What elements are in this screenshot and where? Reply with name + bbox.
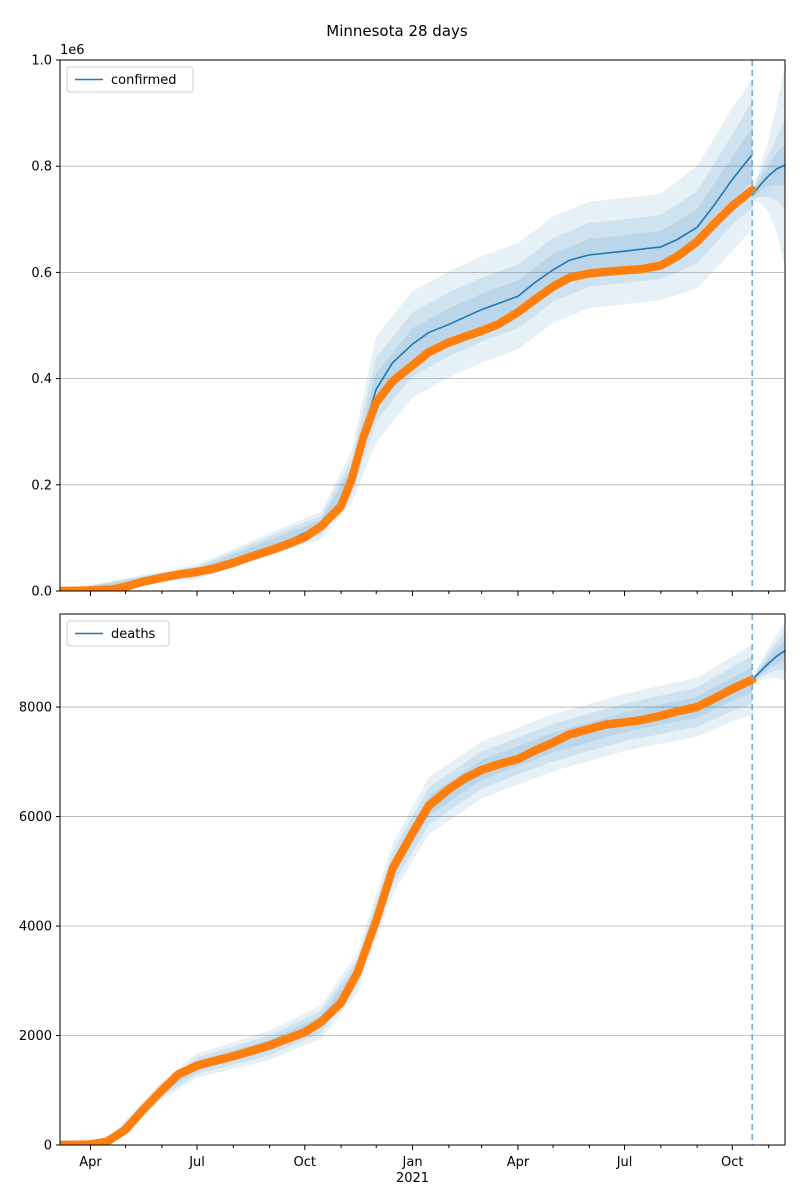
y-tick-label: 0 bbox=[44, 1139, 52, 1154]
plot-area bbox=[60, 621, 785, 1145]
legend-box bbox=[66, 620, 170, 647]
x-tick-label: Oct bbox=[721, 1155, 743, 1170]
deaths-panel: 0 2000 4000 6000 8000 Apr Jul Oct Jan Apr Jul Oct 20… bbox=[19, 613, 786, 1186]
x-year-label: 2021 bbox=[396, 1171, 429, 1186]
uncertainty-band-forecast-2 bbox=[752, 120, 785, 211]
uncertainty-band-model-3 bbox=[60, 644, 753, 1145]
legend: confirmed bbox=[66, 66, 194, 93]
x-tick-label: Oct bbox=[294, 1155, 316, 1170]
plot-area bbox=[60, 64, 785, 591]
chart-title: Minnesota 28 days bbox=[326, 22, 468, 40]
legend-label: deaths bbox=[111, 627, 156, 642]
x-tick-label: Apr bbox=[79, 1155, 102, 1170]
uncertainty-band-model-2 bbox=[60, 101, 753, 591]
axes-frame bbox=[59, 59, 786, 592]
uncertainty-band-forecast-3 bbox=[752, 64, 785, 267]
confirmed-panel: 0.0 0.2 0.4 0.6 0.8 1.0 1e6 confirmed bbox=[31, 43, 786, 600]
x-tick-label: Jul bbox=[188, 1155, 205, 1170]
x-tick-label: Jul bbox=[616, 1155, 633, 1170]
x-tick-label: Jan bbox=[402, 1155, 423, 1170]
observed-markers bbox=[60, 675, 757, 1145]
y-tick-label: 8000 bbox=[19, 701, 52, 716]
y-tick-label: 0.6 bbox=[31, 266, 52, 281]
y-tick-label: 4000 bbox=[19, 920, 52, 935]
y-tick-label: 0.0 bbox=[31, 585, 52, 600]
y-tick-label: 2000 bbox=[19, 1029, 52, 1044]
y-tick-label: 6000 bbox=[19, 810, 52, 825]
x-tick-label: Apr bbox=[507, 1155, 530, 1170]
uncertainty-band-model-3 bbox=[60, 80, 753, 591]
y-tick-label: 0.8 bbox=[31, 160, 52, 175]
legend-label: confirmed bbox=[111, 73, 177, 88]
y-offset-label: 1e6 bbox=[60, 43, 85, 58]
legend-box bbox=[66, 66, 194, 93]
y-tick-label: 0.2 bbox=[31, 478, 52, 493]
forecast-line bbox=[751, 164, 785, 196]
forecast-line bbox=[751, 650, 785, 681]
y-tick-label: 0.4 bbox=[31, 372, 52, 387]
uncertainty-band-forecast-2 bbox=[752, 632, 785, 682]
uncertainty-band-model-1 bbox=[60, 127, 753, 591]
grid-lines bbox=[60, 59, 785, 486]
legend: deaths bbox=[66, 620, 170, 647]
observed-markers bbox=[60, 185, 757, 591]
axes-frame bbox=[59, 613, 786, 1146]
uncertainty-band-model-2 bbox=[60, 655, 753, 1145]
uncertainty-band-model-1 bbox=[60, 667, 753, 1145]
uncertainty-band-forecast-3 bbox=[752, 621, 785, 682]
y-tick-label: 1.0 bbox=[31, 54, 52, 69]
